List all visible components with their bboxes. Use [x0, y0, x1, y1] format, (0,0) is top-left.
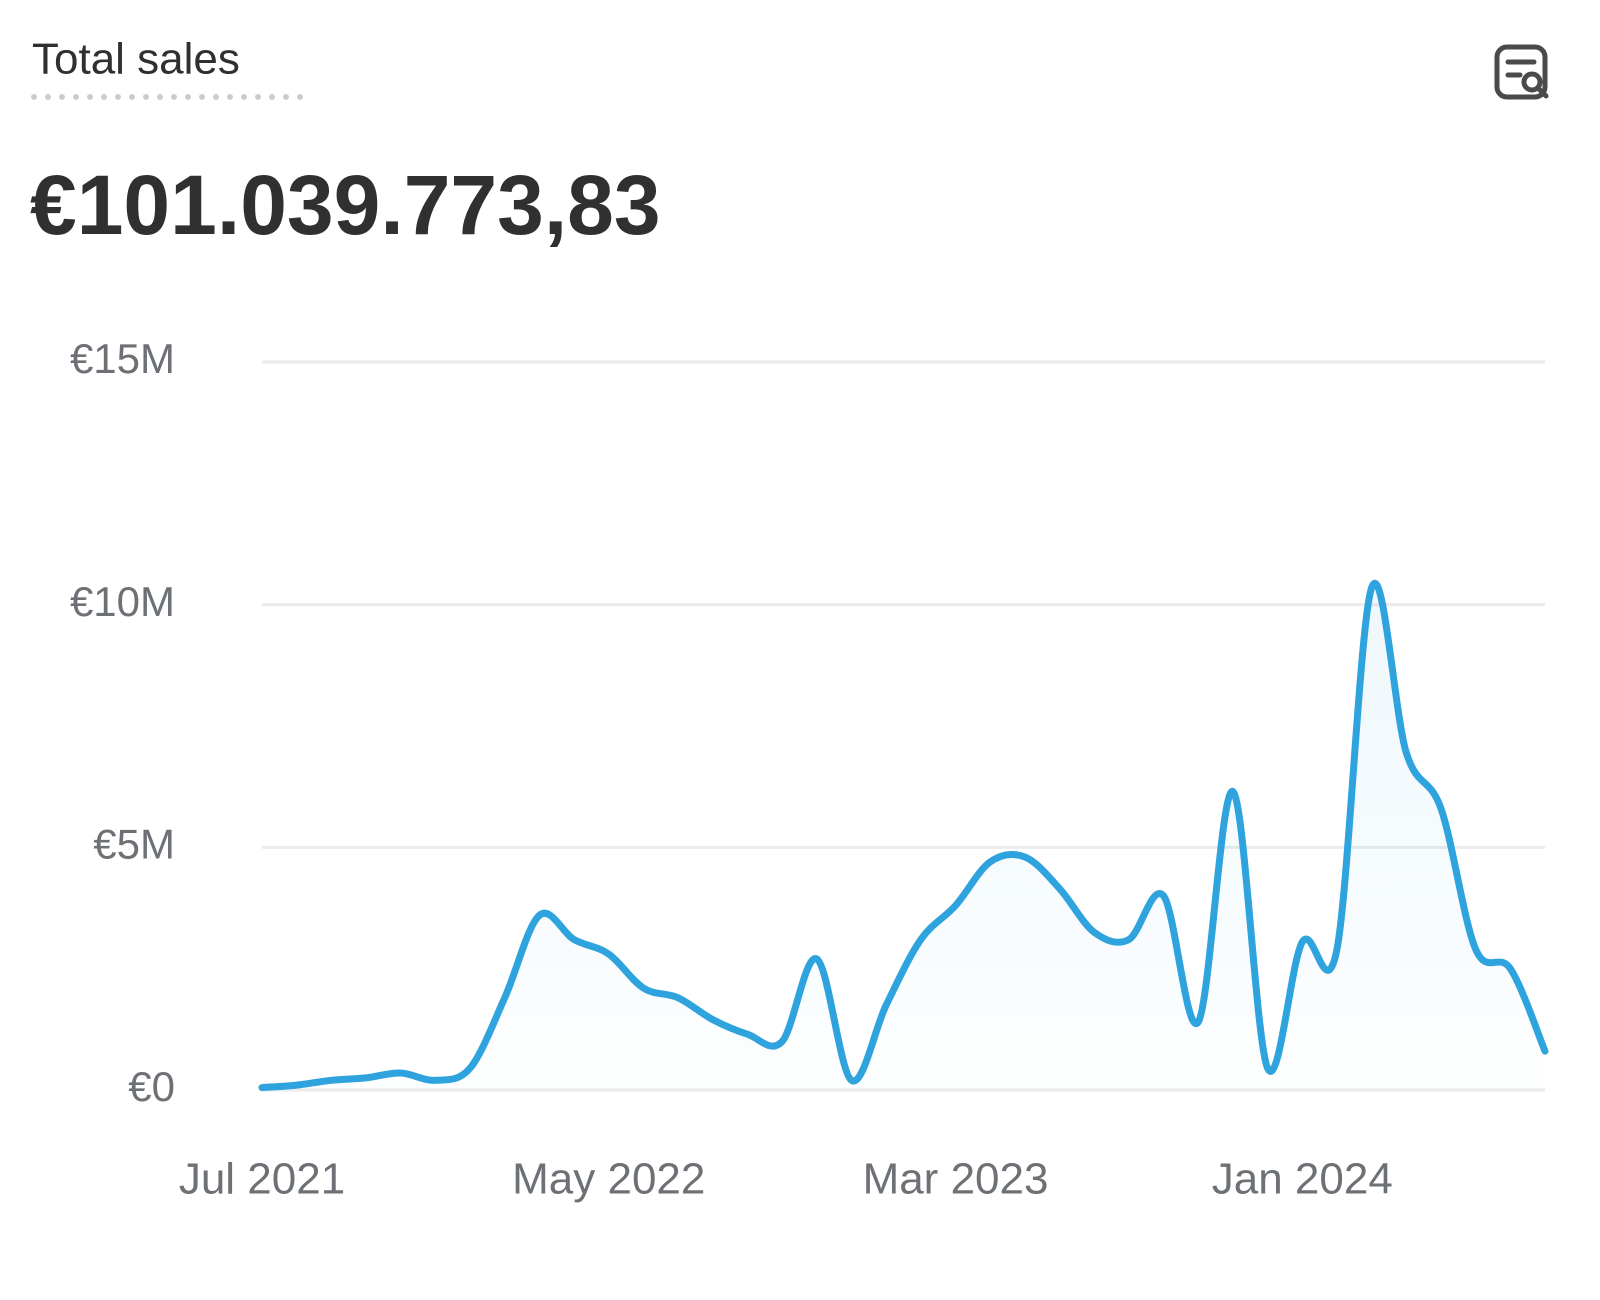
card-title[interactable]: Total sales [32, 35, 240, 84]
area [262, 583, 1545, 1090]
x-tick-label: May 2022 [512, 1155, 705, 1204]
total-value: €101.039.773,83 [30, 158, 661, 252]
x-tick-label: Jul 2021 [179, 1155, 345, 1204]
y-tick-label: €10M [70, 578, 175, 625]
icon-handle [1535, 85, 1549, 99]
icon-frame [1494, 44, 1548, 100]
x-tick-label: Jan 2024 [1212, 1155, 1393, 1204]
y-tick-label: €15M [70, 335, 175, 382]
sales-line [258, 580, 1549, 1092]
x-tick-label: Mar 2023 [863, 1155, 1049, 1204]
y-tick-label: €5M [93, 820, 175, 867]
y-tick-label: €0 [128, 1063, 175, 1110]
icon-lens [1521, 71, 1543, 93]
explore-icon[interactable] [1494, 44, 1549, 100]
